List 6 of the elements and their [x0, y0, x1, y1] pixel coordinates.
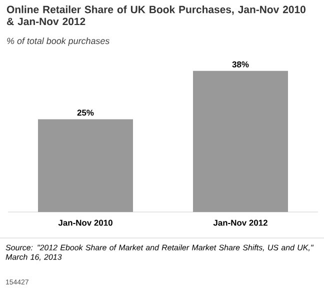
x-tick-label: Jan-Nov 2012: [213, 220, 268, 226]
chart-subtitle: % of total book purchases: [7, 38, 110, 46]
chart-title: Online Retailer Share of UK Book Purchases, Jan-Nov 2010 & Jan-Nov 2012: [6, 6, 306, 26]
data-label: 38%: [232, 61, 249, 68]
data-label: 25%: [77, 110, 94, 116]
x-tick-label: Jan-Nov 2010: [58, 220, 112, 226]
